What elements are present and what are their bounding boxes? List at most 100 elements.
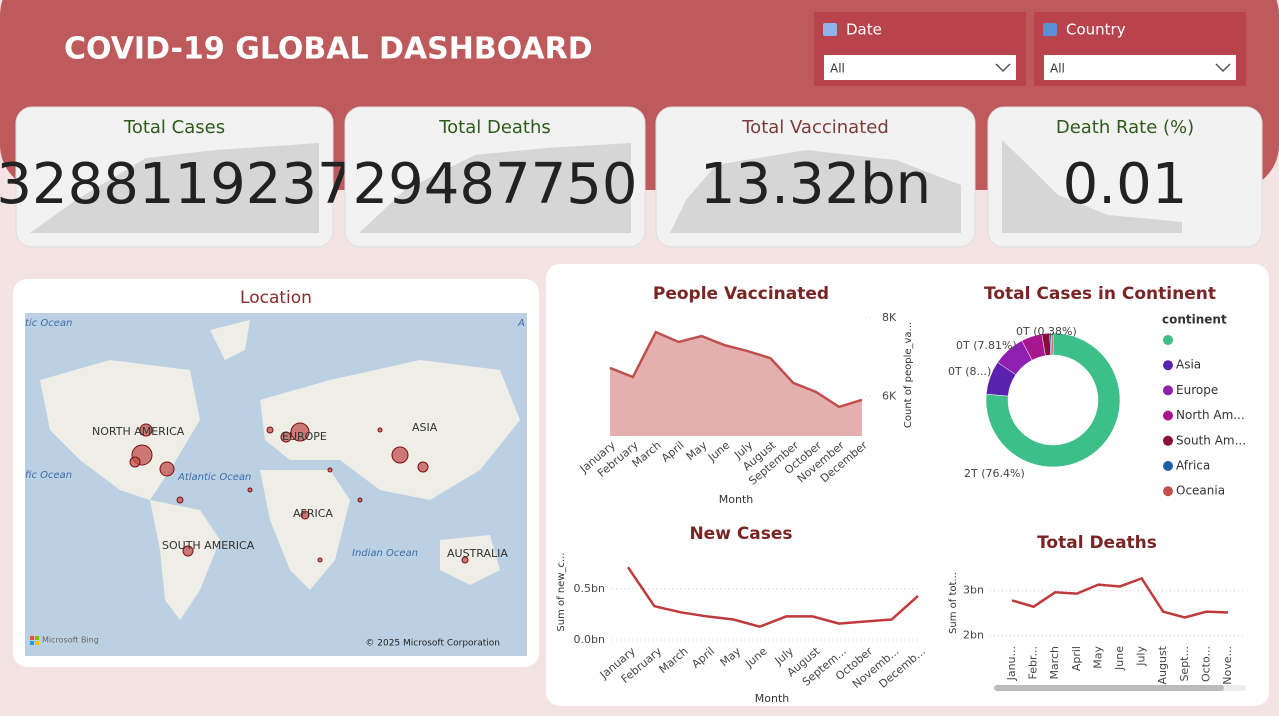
dropdown-arrow	[1215, 63, 1231, 73]
map-bubble	[280, 431, 292, 443]
x-tick-label: July	[1135, 646, 1148, 667]
donut-slice	[985, 332, 1121, 468]
y-tick-label: 6K	[882, 390, 897, 403]
filter-dropdown[interactable]: All	[824, 55, 1016, 80]
chart-title: New Cases	[689, 524, 792, 544]
x-tick-label: March	[1048, 646, 1061, 680]
land	[150, 500, 220, 620]
kpi-value: 3288119237	[0, 152, 353, 217]
x-tick-label: August	[1156, 645, 1169, 684]
dropdown-arrow	[995, 63, 1011, 73]
land	[260, 360, 520, 500]
donut-slice	[1051, 332, 1054, 356]
kpi-sparkline	[359, 143, 631, 233]
land	[440, 535, 500, 585]
map-bubble	[176, 496, 184, 504]
map-provider: Microsoft Bing	[42, 636, 99, 645]
legend-label: Asia	[1176, 358, 1201, 372]
map-bubble	[317, 557, 323, 563]
x-tick-label: Octo...	[1199, 646, 1212, 682]
line	[609, 330, 863, 409]
kpi-value: 29487750	[352, 152, 637, 217]
data-label: 2T (76.4%)	[964, 467, 1025, 480]
chart-title: Total Cases in Continent	[984, 284, 1216, 304]
y-tick-label: 0.5bn	[574, 582, 605, 595]
kpi-sparkline	[670, 150, 961, 233]
legend-label: North Am...	[1176, 408, 1245, 422]
map-bubble	[139, 423, 153, 437]
bing-logo	[35, 641, 39, 645]
charts-panel	[546, 264, 1269, 706]
legend-title: continent	[1162, 313, 1227, 327]
x-tick-label: Nove...	[1221, 646, 1234, 685]
x-tick-label: Sept...	[1178, 646, 1191, 682]
x-tick-label: May	[1091, 646, 1104, 669]
map	[25, 313, 527, 656]
y-tick-label: 3bn	[963, 584, 984, 597]
dropdown-value: All	[1050, 62, 1065, 76]
map-bubble	[159, 461, 175, 477]
x-tick-label: June	[1113, 646, 1126, 671]
ocean-label: Atlantic Ocean	[177, 472, 251, 483]
data-label: 0T (7.81%)	[956, 339, 1017, 352]
y-tick-label: 2bn	[963, 629, 984, 642]
dropdown-box	[1044, 55, 1236, 80]
x-axis-title: Month	[719, 493, 754, 506]
ocean-label: fic Ocean	[25, 470, 72, 481]
x-axis-title: Month	[755, 692, 790, 705]
map-bubble	[461, 556, 469, 564]
map-attribution: © 2025 Microsoft Corporation	[365, 639, 500, 649]
kpi-label: Total Vaccinated	[741, 117, 889, 138]
chart-title: People Vaccinated	[653, 284, 829, 304]
x-tick-label: April	[1070, 646, 1083, 671]
bing-logo	[30, 636, 34, 640]
region-label: ASIA	[412, 421, 438, 434]
map-bubbles	[129, 422, 469, 564]
ocean-label: Indian Ocean	[352, 548, 418, 559]
dashboard-title: COVID-19 GLOBAL DASHBOARD	[64, 32, 593, 67]
region-label: EUROPE	[282, 430, 327, 443]
filter-label: Date	[846, 21, 882, 39]
line	[1011, 576, 1229, 619]
scrollbar-thumb[interactable]	[994, 685, 1224, 691]
map-bubble	[247, 487, 253, 493]
map-title: Location	[240, 288, 312, 308]
map-bubble	[129, 456, 141, 468]
map-bubble	[266, 426, 274, 434]
legend-swatch	[1163, 461, 1173, 471]
filter-dropdown[interactable]: All	[1044, 55, 1236, 80]
y-tick-label: 0.0bn	[574, 633, 605, 646]
legend-label: Europe	[1176, 383, 1218, 397]
data-label: 0T (8...)	[948, 365, 991, 378]
legend-label: Africa	[1176, 459, 1210, 473]
kpi-sparkline	[1002, 140, 1182, 233]
legend-label: Oceania	[1176, 484, 1225, 498]
y-axis-title: Count of people_va...	[903, 322, 914, 428]
kpi-label: Total Cases	[123, 117, 225, 138]
map-bubble	[417, 461, 429, 473]
map-bubble	[290, 422, 310, 442]
kpi-value: 13.32bn	[700, 152, 931, 217]
filter-icon	[1043, 23, 1057, 36]
region-label: AFRICA	[293, 507, 333, 520]
map-bubble	[300, 510, 310, 520]
y-tick-label: 8K	[882, 311, 897, 324]
filter-icon	[823, 23, 837, 36]
y-axis-title: Sum of tot...	[948, 572, 959, 634]
filter-label: Country	[1066, 21, 1126, 39]
legend-swatch	[1163, 410, 1173, 421]
region-label: AUSTRALIA	[447, 547, 508, 560]
chart-title: Total Deaths	[1037, 533, 1157, 553]
ocean-label: A	[517, 318, 525, 329]
dropdown-value: All	[830, 62, 845, 76]
legend-swatch	[1163, 385, 1173, 396]
legend-swatch	[1163, 435, 1173, 446]
land	[260, 470, 350, 590]
land	[40, 360, 200, 500]
map-bubble	[377, 427, 383, 433]
map-bubble	[391, 446, 409, 464]
line	[626, 566, 919, 628]
legend-swatch	[1163, 335, 1173, 345]
x-tick-label: Febr...	[1027, 646, 1040, 679]
map-bubble	[327, 467, 333, 473]
